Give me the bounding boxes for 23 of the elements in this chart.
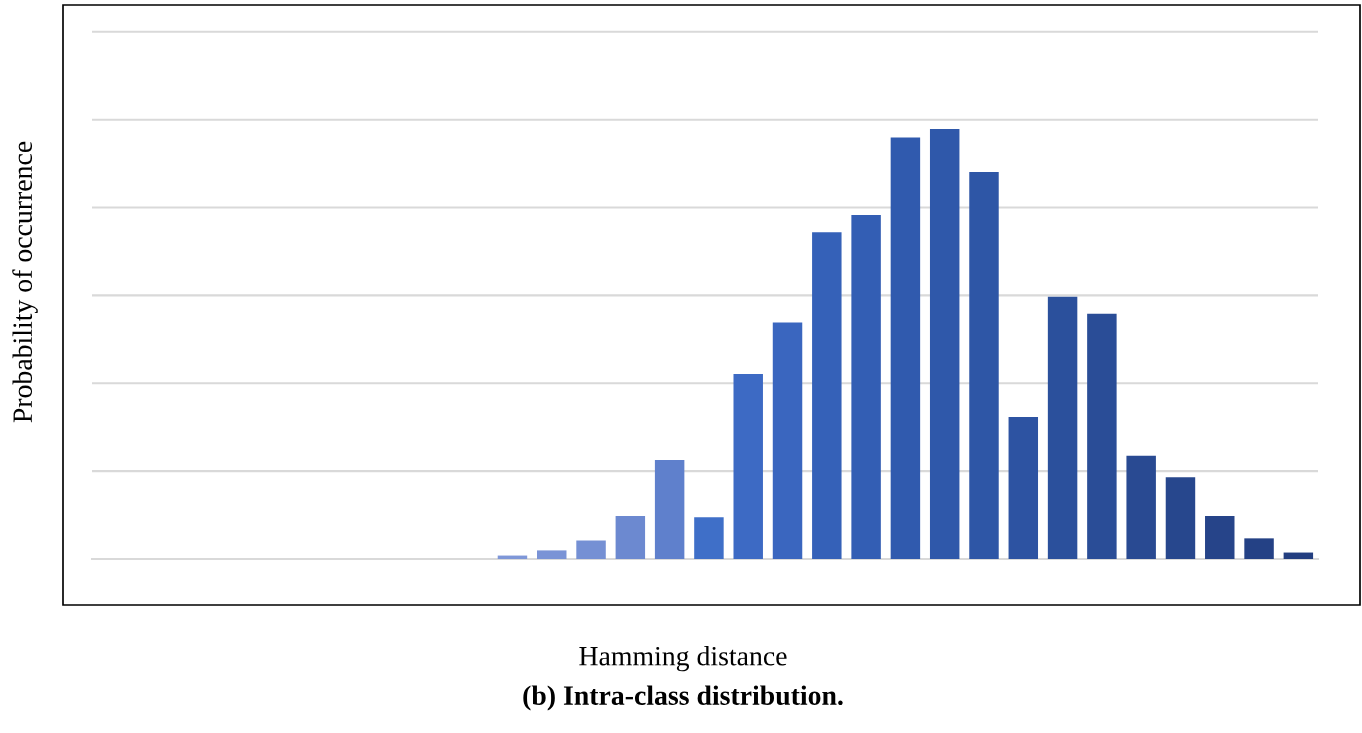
bar bbox=[576, 540, 606, 559]
x-axis-title: Hamming distance bbox=[579, 646, 787, 672]
bar bbox=[1165, 477, 1196, 559]
bar bbox=[1205, 515, 1235, 559]
bar bbox=[1244, 538, 1274, 559]
bar bbox=[694, 517, 724, 559]
bar bbox=[812, 232, 842, 559]
bar bbox=[1126, 455, 1156, 559]
bar bbox=[969, 171, 999, 559]
text: (b) Intra-class distribution. bbox=[523, 685, 843, 711]
bar bbox=[654, 460, 685, 559]
bar bbox=[890, 137, 921, 559]
bar bbox=[537, 550, 567, 559]
bar bbox=[772, 322, 803, 559]
bar bbox=[929, 128, 960, 559]
bar bbox=[851, 214, 881, 559]
bar bbox=[733, 374, 763, 559]
bar bbox=[1008, 417, 1039, 559]
bar bbox=[1047, 296, 1078, 559]
bar bbox=[615, 515, 646, 559]
bar bbox=[1283, 552, 1314, 559]
bar bbox=[1087, 313, 1117, 559]
text: Probability of occurrence bbox=[12, 141, 38, 423]
